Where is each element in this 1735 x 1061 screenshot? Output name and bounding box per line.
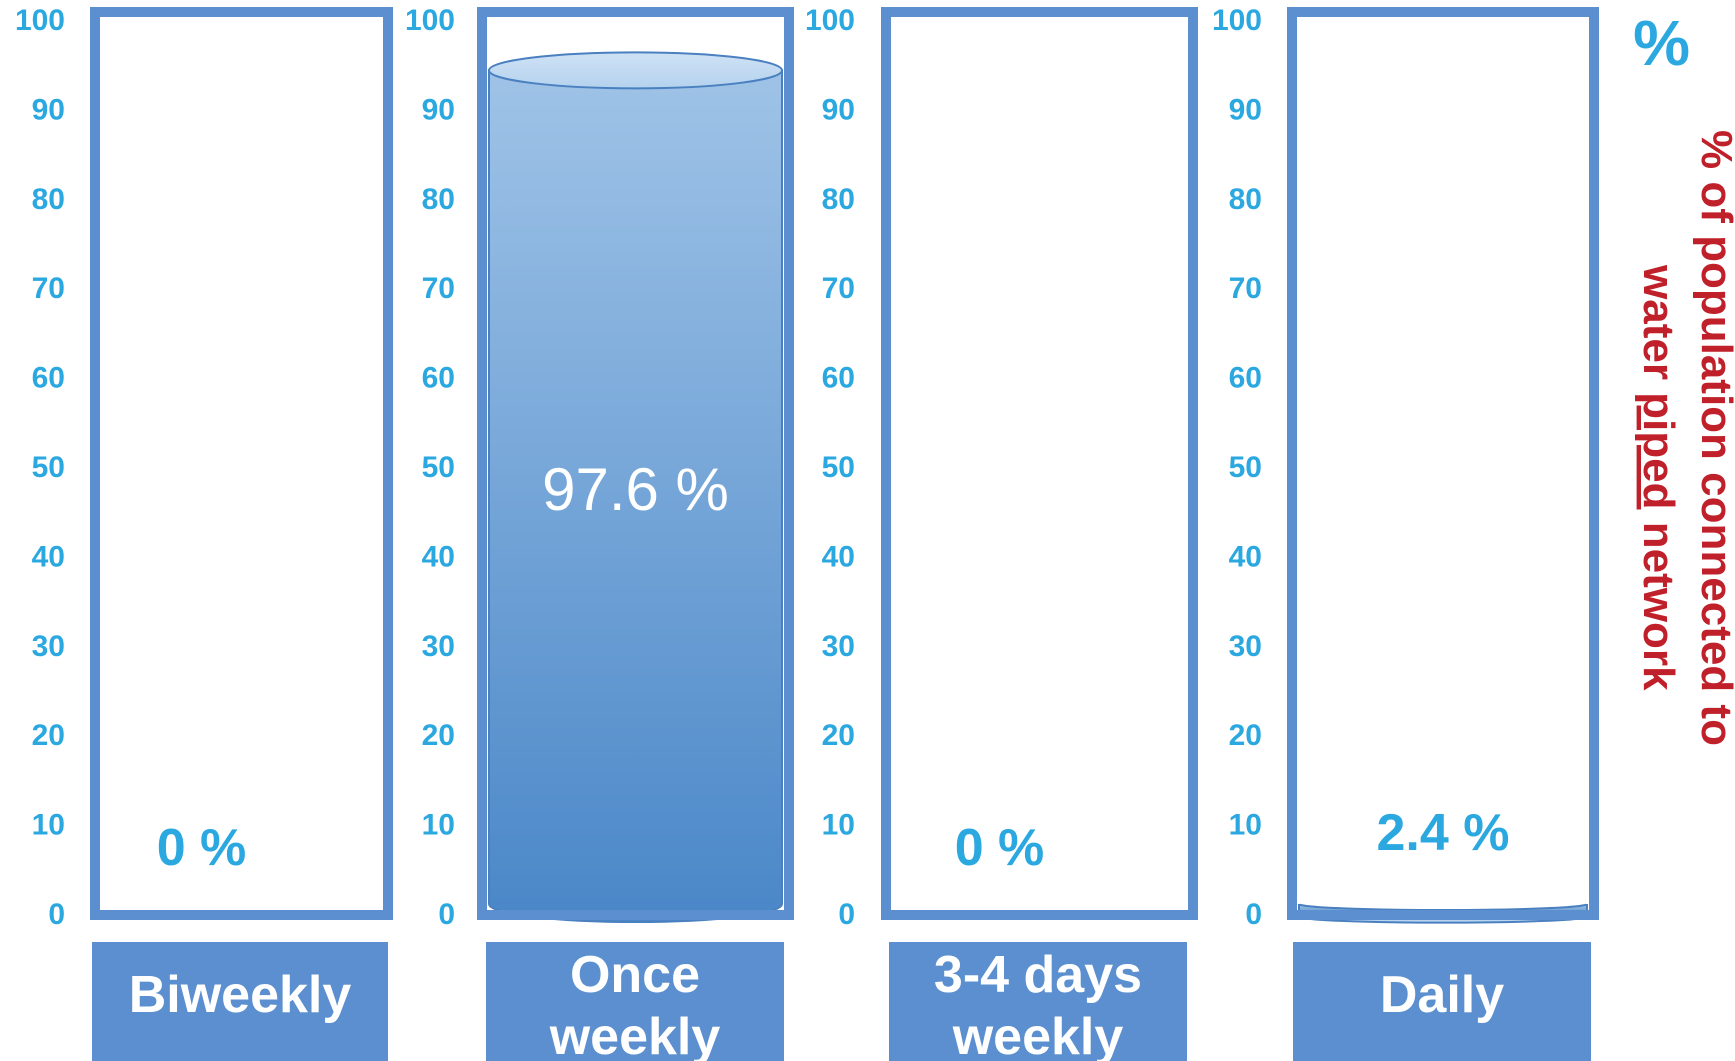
- y-tick-label: 30: [422, 630, 455, 663]
- category-label: Biweekly: [129, 966, 352, 1024]
- bar-frame: [881, 7, 1198, 920]
- y-tick-label: 70: [822, 272, 855, 305]
- y-tick-label: 50: [822, 451, 855, 484]
- y-tick-label: 90: [422, 93, 455, 126]
- y-tick-label: 0: [838, 898, 855, 931]
- bar-frame: [477, 7, 794, 920]
- category-box: [486, 942, 784, 1061]
- category-box: [92, 942, 388, 1061]
- value-label: 0 %: [157, 819, 247, 877]
- y-tick-label: 80: [1229, 183, 1262, 216]
- y-tick-label: 60: [1229, 362, 1262, 395]
- value-label: 2.4 %: [1377, 804, 1510, 862]
- y-tick-label: 0: [1245, 898, 1262, 931]
- y-tick-label: 20: [822, 719, 855, 752]
- y-tick-label: 100: [405, 4, 455, 37]
- y-tick-label: 80: [822, 183, 855, 216]
- y-tick-label: 100: [15, 4, 65, 37]
- unit-label: %: [1633, 7, 1690, 79]
- panel-1: 0 10 20 30 40 50 60 70 80 90 100 0 % Biweekly: [15, 4, 393, 1061]
- y-tick-label: 10: [822, 809, 855, 842]
- category-label-line-1: Once: [570, 946, 700, 1004]
- y-tick-label: 50: [1229, 451, 1262, 484]
- y-tick-label: 40: [1229, 540, 1262, 573]
- y-tick-label: 20: [422, 719, 455, 752]
- bar-frame: [90, 7, 393, 920]
- category-label-line-2: weekly: [952, 1008, 1124, 1061]
- category-box: [1293, 942, 1591, 1061]
- category-box: [889, 942, 1187, 1061]
- y-tick-label: 40: [422, 540, 455, 573]
- category-label-line-1: 3-4 days: [934, 946, 1142, 1004]
- y-tick-label: 60: [822, 362, 855, 395]
- y-tick-label: 100: [805, 4, 855, 37]
- y-axis-title-part-a: water: [1634, 264, 1683, 392]
- y-axis-title-line-1: % of population connected to: [1692, 130, 1735, 746]
- y-tick-label: 0: [438, 898, 455, 931]
- value-label: 0 %: [955, 819, 1045, 877]
- y-tick-label: 60: [32, 362, 65, 395]
- bar-frame: [1287, 7, 1599, 920]
- y-axis-title-underlined-part: piped: [1634, 392, 1683, 509]
- value-label: 97.6 %: [542, 456, 729, 523]
- bar-fill-top: [488, 51, 783, 90]
- y-tick-label: 50: [32, 451, 65, 484]
- y-tick-label: 80: [32, 183, 65, 216]
- y-tick-label: 70: [32, 272, 65, 305]
- y-tick-label: 30: [1229, 630, 1262, 663]
- y-tick-label: 10: [1229, 809, 1262, 842]
- y-tick-label: 80: [422, 183, 455, 216]
- y-tick-label: 100: [1212, 4, 1262, 37]
- y-axis-title-part-b: network: [1634, 510, 1683, 691]
- y-tick-label: 90: [32, 93, 65, 126]
- panel-4: 0 10 20 30 40 50 60 70 80 90 100 2.4 % Daily: [1212, 4, 1599, 1061]
- y-axis-title-line-2: water piped network: [1634, 264, 1683, 691]
- y-tick-label: 10: [32, 809, 65, 842]
- category-label-line-2: weekly: [549, 1008, 721, 1061]
- y-tick-label: 60: [422, 362, 455, 395]
- y-tick-label: 90: [822, 93, 855, 126]
- category-label: Daily: [1380, 966, 1504, 1024]
- y-tick-label: 90: [1229, 93, 1262, 126]
- y-tick-label: 70: [1229, 272, 1262, 305]
- y-tick-label: 0: [48, 898, 65, 931]
- y-tick-label: 20: [1229, 719, 1262, 752]
- y-tick-label: 30: [32, 630, 65, 663]
- y-tick-label: 50: [422, 451, 455, 484]
- y-tick-label: 10: [422, 809, 455, 842]
- y-axis-title: % of population connected to water piped…: [1634, 130, 1735, 746]
- y-tick-label: 20: [32, 719, 65, 752]
- y-tick-label: 30: [822, 630, 855, 663]
- y-tick-label: 70: [422, 272, 455, 305]
- y-tick-label: 40: [32, 540, 65, 573]
- y-tick-label: 40: [822, 540, 855, 573]
